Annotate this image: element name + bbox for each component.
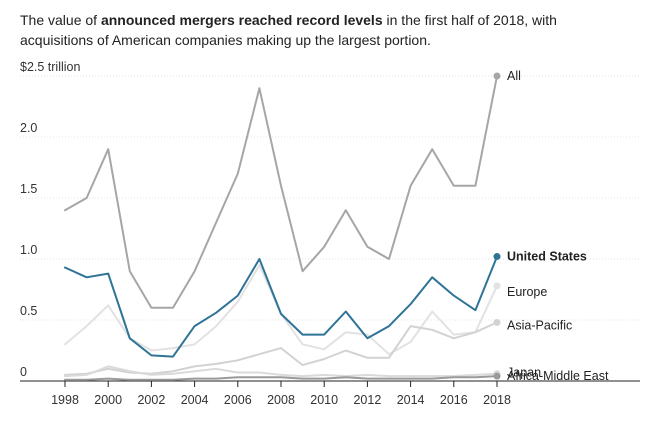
series-label-europe: Europe: [507, 285, 547, 299]
series-line-united-states: [64, 255, 498, 358]
caption-bold: announced mergers reached record levels: [100, 12, 383, 28]
x-tick-label: 2010: [310, 393, 338, 407]
series-line-all: [64, 75, 498, 309]
y-tick-label: 0.5: [20, 304, 37, 318]
x-tick-label: 2018: [483, 393, 511, 407]
series-endpoint-asia-pacific: [493, 318, 501, 326]
x-tick-label: 2016: [440, 393, 468, 407]
series-label-all: All: [507, 69, 521, 83]
x-tick-label: 2014: [397, 393, 425, 407]
x-tick-label: 2002: [137, 393, 165, 407]
y-tick-label: 2.0: [20, 121, 37, 135]
y-axis: 0 0.5 1.0 1.5 2.0 $2.5 trillion: [20, 60, 80, 379]
x-axis: 1998 2000 2002 2004 2006 2008 2010 2012 2014 2016…: [20, 380, 640, 407]
x-tick-label: 2006: [224, 393, 252, 407]
series-lines: [64, 72, 501, 381]
x-tick-label: 2012: [353, 393, 381, 407]
caption-text-1: The value of: [20, 12, 101, 28]
series-label-japan: Japan: [507, 366, 541, 380]
series-endpoint-all: [493, 72, 501, 80]
caption-text-2: in the first half of 2018, with acquisit…: [20, 12, 557, 48]
series-endpoint-africa-middle-east: [493, 372, 501, 380]
series-line-japan: [64, 365, 498, 378]
y-tick-label: 1.5: [20, 182, 37, 196]
series-label-africa-middle-east: Africa-Middle East: [507, 369, 609, 383]
series-line-asia-pacific: [64, 321, 498, 376]
y-tick-label: $2.5 trillion: [20, 60, 80, 74]
x-tick-label: 2004: [181, 393, 209, 407]
series-line-africa-middle-east: [64, 375, 498, 381]
series-labels: All Europe Asia-Pacific JapanAfrica-Middle …: [507, 69, 609, 383]
series-endpoint-united-states: [493, 253, 501, 261]
y-tick-label: 1.0: [20, 243, 37, 257]
x-tick-label: 2008: [267, 393, 295, 407]
series-endpoint-europe: [493, 282, 501, 290]
chart-caption: The value of announced mergers reached r…: [20, 10, 630, 50]
series-label-united-states: United States: [507, 250, 587, 264]
series-label-asia-pacific: Asia-Pacific: [507, 318, 572, 332]
grid-lines: [20, 75, 640, 321]
y-tick-label: 0: [20, 365, 27, 379]
x-tick-label: 1998: [51, 393, 79, 407]
x-tick-label: 2000: [94, 393, 122, 407]
